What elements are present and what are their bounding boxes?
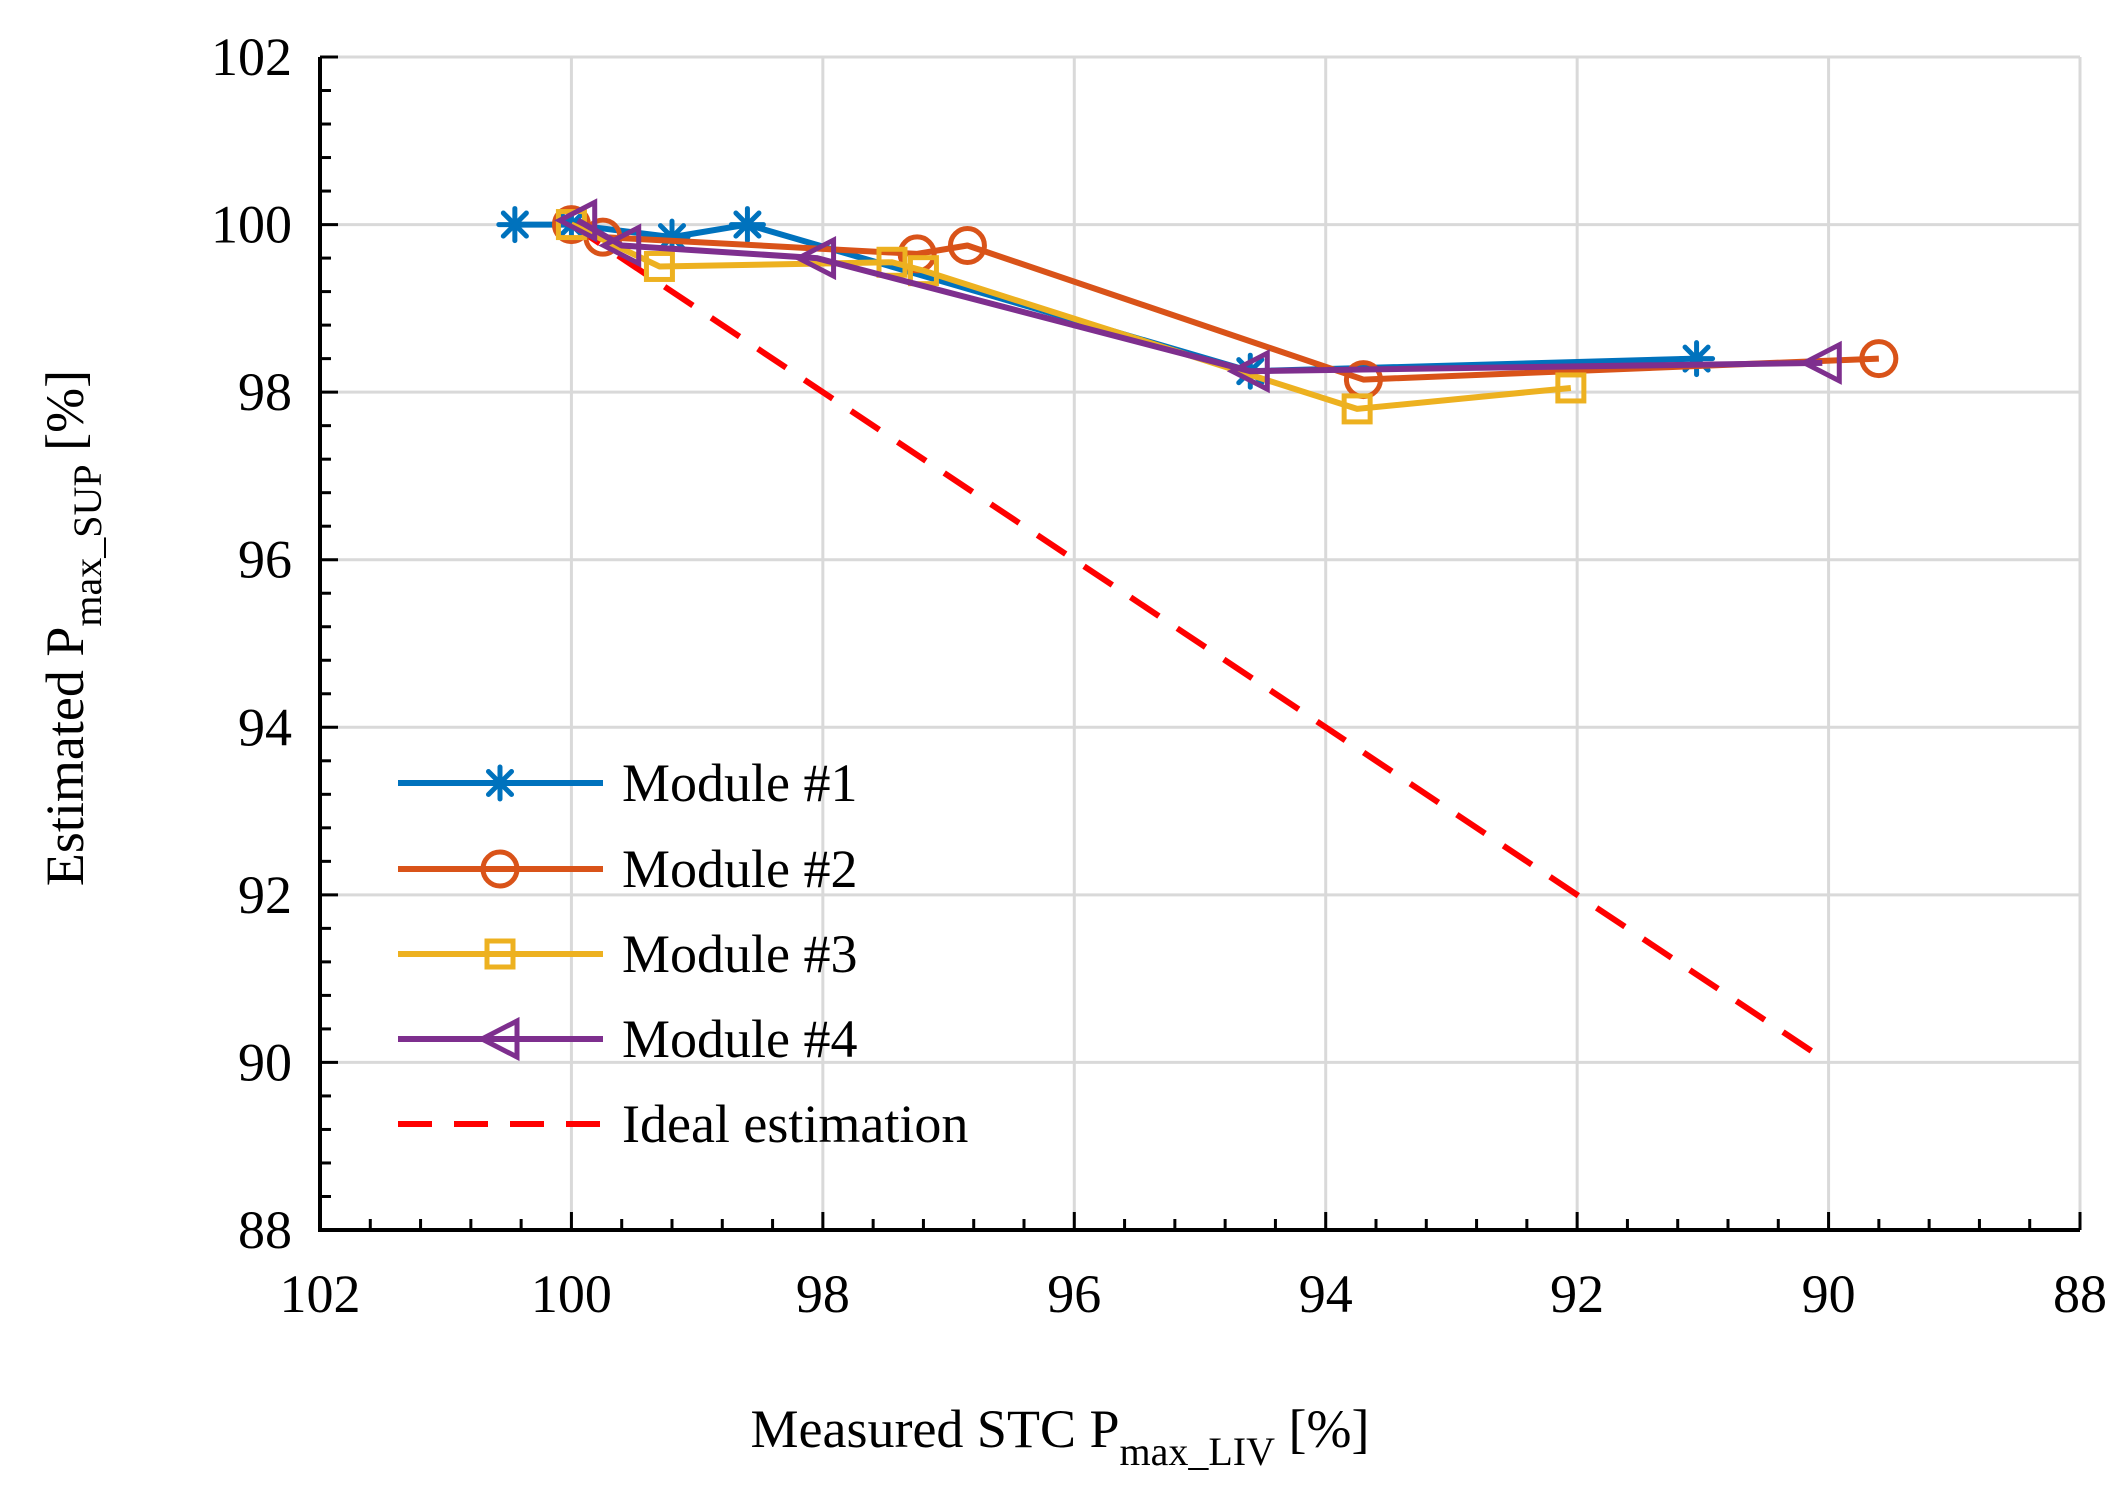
y-tick-label: 102	[211, 27, 292, 87]
legend-marker	[481, 764, 519, 802]
legend-label: Module #3	[622, 924, 858, 984]
data-point-module-1	[496, 206, 534, 244]
data-point-module-4	[1226, 349, 1270, 394]
data-point-module-3	[643, 250, 675, 282]
y-tick-label: 90	[238, 1032, 292, 1092]
x-tick-label: 98	[796, 1264, 850, 1324]
data-point-module-3	[1341, 393, 1373, 425]
tick-labels: 88 90 92 94 96 98 100 102 102 100 98 96 94 92 90 88	[211, 27, 2107, 1324]
series-layer	[496, 198, 1899, 425]
x-tick-label: 94	[1299, 1264, 1353, 1324]
ideal-estimation-layer	[569, 222, 1831, 1065]
legend-entry-ideal-estimation: Ideal estimation	[398, 1094, 968, 1154]
legend-entry-module-2: Module #2	[398, 839, 858, 899]
series-line-module-4	[576, 217, 1823, 375]
legend-marker	[476, 1016, 520, 1062]
x-tick-label: 88	[2053, 1264, 2107, 1324]
y-axis-label-subscript: max_SUP	[65, 464, 110, 626]
data-point-module-1	[1678, 340, 1716, 378]
data-point-module-4	[793, 235, 837, 281]
legend-marker	[484, 938, 516, 970]
data-point-module-4	[598, 223, 642, 268]
x-axis-label-subscript: max_LIV	[1120, 1429, 1276, 1474]
x-tick-label: 90	[1802, 1264, 1856, 1324]
legend-marker	[480, 849, 520, 889]
legend-label: Module #2	[622, 839, 858, 899]
series-line-ideal-estimation	[569, 222, 1831, 1065]
x-axis-label: Measured STC Pmax_LIV [%]	[751, 1399, 1370, 1474]
y-tick-label: 100	[211, 195, 292, 255]
data-point-module-1	[728, 206, 766, 244]
legend-entry-module-4: Module #4	[398, 1009, 858, 1069]
x-tick-label: 92	[1550, 1264, 1604, 1324]
data-point-module-3	[1555, 372, 1587, 404]
legend-entry-module-3: Module #3	[398, 924, 858, 984]
legend-entry-module-1: Module #1	[398, 753, 858, 813]
data-point-module-2	[947, 226, 987, 266]
y-tick-label: 94	[238, 697, 292, 757]
grid	[320, 55, 2082, 1230]
x-tick-label: 96	[1047, 1264, 1101, 1324]
data-point-module-1	[653, 218, 691, 256]
y-tick-label: 98	[238, 362, 292, 422]
x-tick-label: 100	[531, 1264, 612, 1324]
y-tick-label: 88	[238, 1200, 292, 1260]
x-tick-label: 102	[280, 1264, 361, 1324]
legend-label: Ideal estimation	[622, 1094, 968, 1154]
y-tick-label: 96	[238, 530, 292, 590]
y-tick-label: 92	[238, 865, 292, 925]
legend-label: Module #4	[622, 1009, 858, 1069]
legend: Module #1 Module #2 Module #3 Module #4 Idea…	[398, 753, 968, 1154]
series-module-4	[554, 198, 1842, 394]
y-axis-label: Estimated Pmax_SUP [%]	[35, 370, 110, 886]
series-line-module-1	[514, 221, 1697, 375]
axes	[318, 55, 2082, 1232]
data-point-module-2	[1859, 339, 1899, 379]
legend-label: Module #1	[622, 753, 858, 813]
data-point-module-4	[1798, 340, 1842, 385]
series-ideal-estimation	[569, 222, 1831, 1065]
data-point-module-4	[554, 198, 598, 243]
